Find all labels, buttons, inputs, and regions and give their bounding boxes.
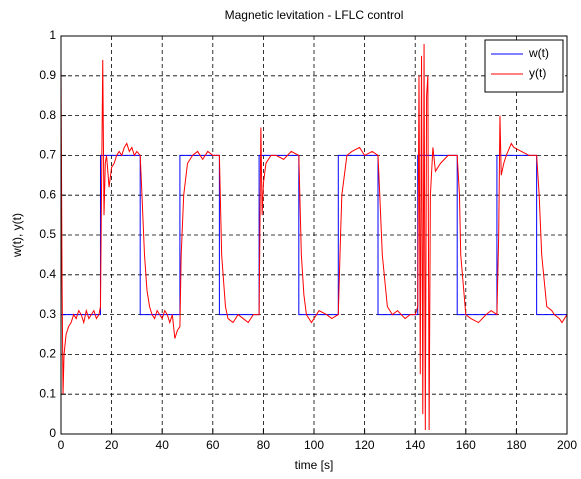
y-tick-label: 0.8 xyxy=(39,108,56,122)
legend-label: y(t) xyxy=(529,66,546,80)
x-tick-label: 100 xyxy=(304,438,324,452)
x-tick-label: 60 xyxy=(206,438,220,452)
y-tick-label: 1 xyxy=(49,28,56,42)
x-axis-label: time [s] xyxy=(295,458,334,472)
chart-title: Magnetic levitation - LFLC control xyxy=(225,8,404,22)
y-tick-label: 0.2 xyxy=(39,347,56,361)
y-tick-label: 0.5 xyxy=(39,227,56,241)
series-line xyxy=(61,154,567,316)
y-tick-label: 0.9 xyxy=(39,68,56,82)
x-tick-label: 40 xyxy=(156,438,170,452)
y-tick-label: 0.3 xyxy=(39,307,56,321)
x-tick-label: 120 xyxy=(355,438,375,452)
y-axis-label: w(t), y(t) xyxy=(10,213,24,258)
x-tick-label: 140 xyxy=(405,438,425,452)
series-line xyxy=(60,43,568,431)
legend-label: w(t) xyxy=(528,46,549,60)
x-tick-label: 200 xyxy=(557,438,577,452)
x-tick-label: 80 xyxy=(257,438,271,452)
axes-box xyxy=(60,35,568,435)
x-tick-label: 20 xyxy=(105,438,119,452)
x-tick-label: 160 xyxy=(456,438,476,452)
y-tick-label: 0 xyxy=(49,426,56,440)
y-tick-label: 0.1 xyxy=(39,386,56,400)
x-tick-label: 0 xyxy=(58,438,65,452)
y-tick-label: 0.4 xyxy=(39,267,56,281)
y-tick-label: 0.7 xyxy=(39,148,56,162)
legend-box xyxy=(484,39,564,93)
y-tick-label: 0.6 xyxy=(39,187,56,201)
x-tick-label: 180 xyxy=(506,438,526,452)
